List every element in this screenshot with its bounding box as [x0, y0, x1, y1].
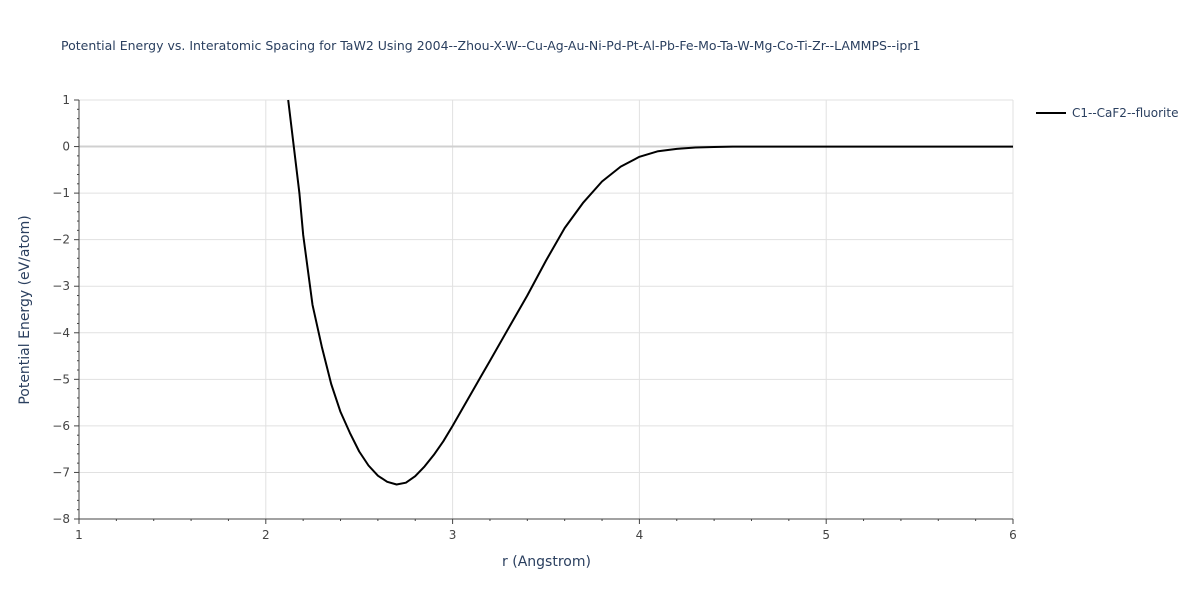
x-tick-label: 5	[822, 528, 830, 542]
y-tick-label: −5	[52, 372, 70, 386]
x-tick-label: 3	[449, 528, 457, 542]
x-tick-label: 4	[636, 528, 644, 542]
y-tick-label: −4	[52, 326, 70, 340]
grid	[79, 99, 1014, 519]
y-tick-label: −3	[52, 279, 70, 293]
axes: 1 2 3 4 5 6 1 0 −1 −2 −3 −4 −5 −6 −7 −8	[52, 93, 1017, 542]
y-tick-label: −1	[52, 186, 70, 200]
y-tick-label: −8	[52, 512, 70, 526]
y-tick-label: −7	[52, 465, 70, 479]
y-tick-label: 0	[62, 140, 70, 154]
y-axis-label: Potential Energy (eV/atom)	[17, 215, 33, 405]
legend-entry-label: C1--CaF2--fluorite	[1072, 106, 1179, 120]
series-group	[287, 99, 1013, 486]
legend-line-swatch	[1036, 112, 1066, 114]
series-line	[287, 99, 1013, 486]
legend[interactable]: C1--CaF2--fluorite	[1036, 106, 1178, 120]
chart-title: Potential Energy vs. Interatomic Spacing…	[61, 38, 921, 53]
y-tick-label: 1	[62, 93, 70, 107]
x-tick-label: 6	[1009, 528, 1017, 542]
x-tick-label: 1	[75, 528, 83, 542]
x-axis-label: r (Angstrom)	[502, 554, 591, 570]
y-tick-label: −6	[52, 419, 70, 433]
y-tick-label: −2	[52, 233, 70, 247]
x-tick-label: 2	[262, 528, 270, 542]
